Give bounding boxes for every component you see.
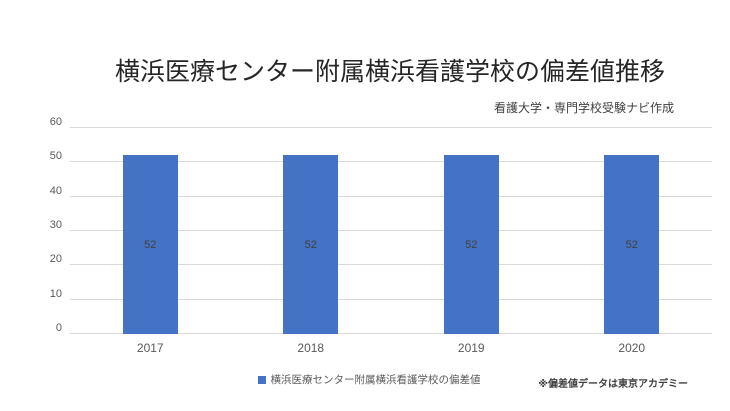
gridline: [70, 298, 712, 300]
x-axis-label: 2020: [618, 341, 646, 355]
footnote: ※偏差値データは東京アカデミー: [538, 379, 688, 390]
bar: 52: [122, 155, 178, 334]
gridline: [70, 195, 712, 197]
y-axis-label: 60: [49, 116, 62, 128]
bar: 52: [283, 155, 339, 334]
y-axis-label: 30: [49, 219, 62, 231]
y-axis-label: 40: [49, 184, 62, 197]
y-axis-label: 20: [49, 253, 62, 266]
bar: 52: [604, 155, 660, 334]
plot-area: 0 10 20 30 40 50 60 52 2017 52 2018 52 2019 52 2020: [50, 116, 712, 355]
x-axis-label: 2017: [136, 341, 164, 355]
legend: 横浜医療センター附属横浜看護学校の偏差値: [4, 372, 730, 387]
gridline: [70, 127, 712, 128]
gridline: [70, 230, 712, 231]
bar: 52: [443, 155, 499, 334]
legend-label: 横浜医療センター附属横浜看護学校の偏差値: [270, 374, 481, 386]
y-axis-label: 50: [49, 150, 62, 163]
y-axis-label: 0: [55, 322, 62, 334]
legend-swatch: [257, 375, 266, 384]
bar-value-label: 52: [465, 238, 478, 251]
bar-value-label: 52: [304, 238, 317, 251]
gridline: [70, 161, 712, 163]
y-axis-label: 10: [49, 287, 62, 300]
chart-subtitle: 看護大学・専門学校受験ナビ作成: [493, 101, 674, 115]
bar-value-label: 52: [625, 238, 638, 251]
x-axis-label: 2018: [297, 341, 325, 355]
x-axis-label: 2019: [457, 341, 485, 355]
gridline: [70, 333, 712, 334]
chart-title: 横浜医療センター附属横浜看護学校の偏差値推移: [114, 58, 665, 86]
bar-value-label: 52: [144, 238, 157, 251]
gridline: [70, 264, 712, 266]
